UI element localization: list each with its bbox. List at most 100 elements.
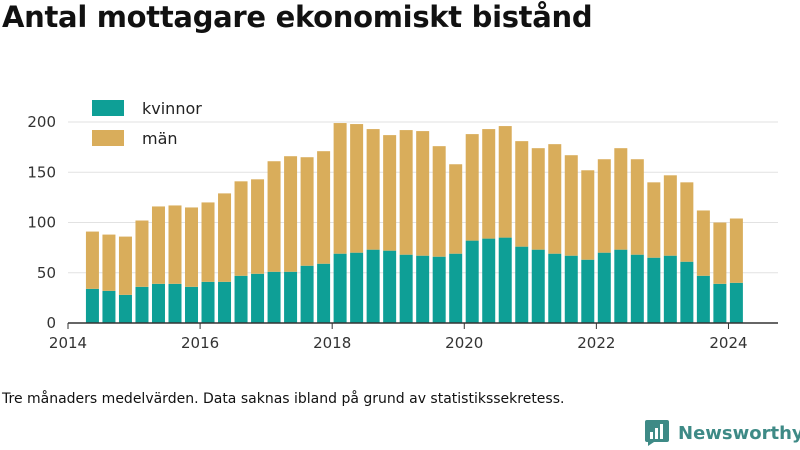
bar-man <box>614 148 628 250</box>
bar-man <box>234 181 248 276</box>
bar-kvinnor <box>531 249 545 323</box>
bar-man <box>597 159 611 253</box>
bar-kvinnor <box>135 286 149 323</box>
x-tick-label: 2024 <box>709 334 747 352</box>
bar-man <box>465 134 479 241</box>
bar-man <box>366 129 380 250</box>
bar-man <box>531 148 545 250</box>
legend-label: kvinnor <box>142 99 202 118</box>
bar-man <box>317 151 331 264</box>
bar-man <box>350 124 364 253</box>
bar-kvinnor <box>630 254 644 323</box>
x-tick-label: 2016 <box>181 334 219 352</box>
bar-kvinnor <box>168 283 182 323</box>
bar-kvinnor <box>366 249 380 323</box>
bar-kvinnor <box>729 282 743 323</box>
bar-kvinnor <box>449 253 463 323</box>
x-tick-label: 2022 <box>577 334 615 352</box>
bar-man <box>102 234 116 291</box>
bar-kvinnor <box>416 255 430 323</box>
bar-kvinnor <box>300 265 314 323</box>
x-tick-label: 2014 <box>49 334 87 352</box>
bar-kvinnor <box>597 252 611 323</box>
bar-kvinnor <box>515 246 529 323</box>
bar-man <box>498 126 512 238</box>
bar-kvinnor <box>284 271 298 323</box>
legend-swatch-man <box>92 130 124 146</box>
bar-man <box>548 144 562 254</box>
bar-kvinnor <box>498 237 512 323</box>
bar-man <box>251 179 265 274</box>
bar-man <box>432 146 446 257</box>
bar-kvinnor <box>333 253 347 323</box>
bar-man <box>647 182 661 258</box>
bar-man <box>399 130 413 255</box>
bar-man <box>284 156 298 272</box>
bar-man <box>515 141 529 247</box>
bar-kvinnor <box>581 259 595 323</box>
bar-kvinnor <box>432 256 446 323</box>
legend-label: män <box>142 129 178 148</box>
bar-man <box>482 129 496 239</box>
bar-man <box>696 210 710 276</box>
y-tick-label: 50 <box>37 264 56 282</box>
y-tick-label: 100 <box>27 214 56 232</box>
bar-man <box>185 207 199 287</box>
bar-kvinnor <box>647 257 661 323</box>
bar-kvinnor <box>85 288 99 323</box>
brand-name: Newsworthy <box>678 422 800 444</box>
bar-kvinnor <box>151 283 165 323</box>
bar-series <box>85 123 743 323</box>
bar-kvinnor <box>383 250 397 323</box>
bar-man <box>680 182 694 262</box>
bar-kvinnor <box>465 240 479 323</box>
bar-man <box>300 157 314 266</box>
legend: kvinnor män <box>92 99 202 148</box>
y-tick-label: 0 <box>46 314 56 332</box>
bar-kvinnor <box>663 255 677 323</box>
bar-kvinnor <box>614 249 628 323</box>
bar-kvinnor <box>218 281 232 323</box>
x-tick-label: 2018 <box>313 334 351 352</box>
bar-man <box>581 170 595 260</box>
bar-man <box>663 175 677 256</box>
bar-man <box>135 220 149 287</box>
bar-kvinnor <box>317 263 331 323</box>
bar-kvinnor <box>482 238 496 323</box>
x-tick-label: 2020 <box>445 334 483 352</box>
bar-man <box>151 206 165 284</box>
bar-kvinnor <box>713 283 727 323</box>
bar-kvinnor <box>251 273 265 323</box>
bar-man <box>267 161 281 272</box>
bar-kvinnor <box>118 294 132 323</box>
footnote: Tre månaders medelvärden. Data saknas ib… <box>2 391 565 407</box>
bar-man <box>630 159 644 255</box>
bar-kvinnor <box>350 252 364 323</box>
chart-title: Antal mottagare ekonomiskt bistånd <box>2 0 593 34</box>
bar-kvinnor <box>564 255 578 323</box>
bar-man <box>449 164 463 254</box>
stacked-bar-chart: 0 50 100 150 200 2014 2016 2018 2020 2022 2024 kvi… <box>27 99 778 352</box>
bar-kvinnor <box>201 281 215 323</box>
bar-man <box>201 202 215 282</box>
bar-man <box>564 155 578 256</box>
legend-swatch-kvinnor <box>92 100 124 116</box>
bar-man <box>416 131 430 256</box>
bar-kvinnor <box>399 254 413 323</box>
bar-kvinnor <box>185 286 199 323</box>
axes: 0 50 100 150 200 2014 2016 2018 2020 2022 2024 <box>27 113 778 352</box>
bar-kvinnor <box>267 271 281 323</box>
newsworthy-logo-icon <box>645 420 669 446</box>
bar-man <box>333 123 347 254</box>
bar-man <box>118 236 132 295</box>
bar-kvinnor <box>680 261 694 323</box>
bar-man <box>85 231 99 289</box>
bar-kvinnor <box>102 290 116 323</box>
bar-man <box>713 222 727 284</box>
y-tick-label: 150 <box>27 163 56 181</box>
bar-man <box>168 205 182 284</box>
brand[interactable]: Newsworthy <box>644 419 800 447</box>
bar-man <box>383 135 397 251</box>
y-tick-label: 200 <box>27 113 56 131</box>
bar-kvinnor <box>696 275 710 323</box>
